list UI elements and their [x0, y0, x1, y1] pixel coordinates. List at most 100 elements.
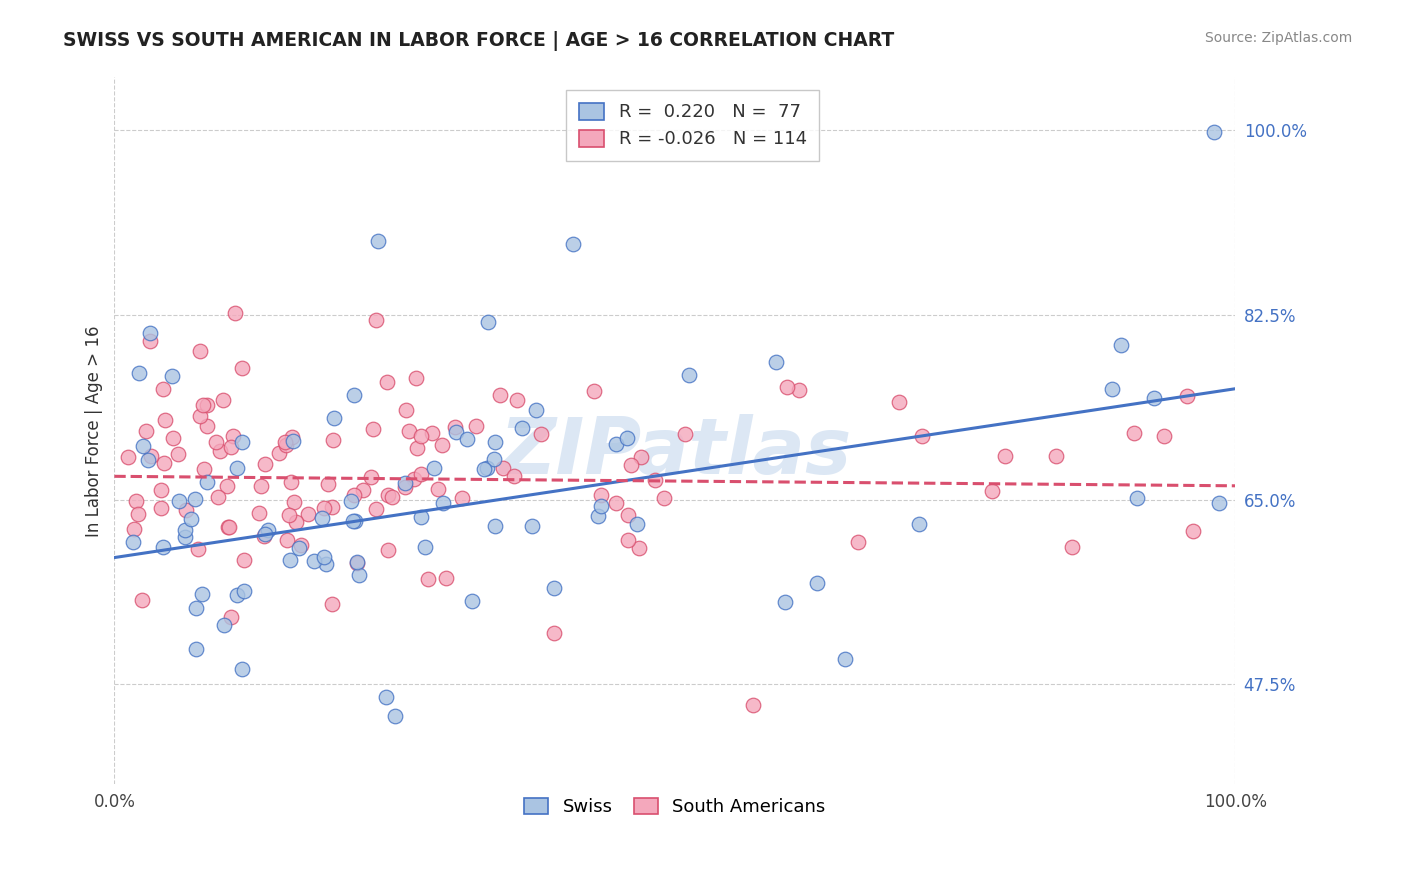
Point [526, 403, 548, 417]
Y-axis label: In Labor Force | Age > 16: In Labor Force | Age > 16 [86, 326, 103, 537]
Point [427, 482, 450, 496]
Point [253, 458, 276, 472]
Point [678, 368, 700, 382]
Point [503, 468, 526, 483]
Point [394, 480, 416, 494]
Point [1109, 337, 1132, 351]
Point [167, 447, 190, 461]
Point [787, 384, 810, 398]
Point [297, 507, 319, 521]
Point [605, 436, 627, 450]
Point [444, 419, 467, 434]
Point [366, 502, 388, 516]
Point [520, 519, 543, 533]
Point [742, 698, 765, 713]
Point [617, 508, 640, 522]
Point [907, 517, 929, 532]
Point [1202, 125, 1225, 139]
Point [409, 467, 432, 481]
Point [409, 510, 432, 524]
Point [221, 609, 243, 624]
Point [257, 523, 280, 537]
Point [149, 483, 172, 497]
Point [342, 514, 364, 528]
Point [290, 538, 312, 552]
Point [217, 520, 239, 534]
Point [269, 446, 291, 460]
Point [174, 523, 197, 537]
Point [626, 517, 648, 532]
Point [361, 422, 384, 436]
Point [193, 461, 215, 475]
Point [139, 449, 162, 463]
Point [394, 476, 416, 491]
Text: ZIPatlas: ZIPatlas [499, 414, 851, 490]
Point [367, 234, 389, 248]
Point [994, 449, 1017, 463]
Point [231, 662, 253, 676]
Point [583, 384, 606, 399]
Point [343, 388, 366, 402]
Point [1181, 524, 1204, 538]
Point [233, 583, 256, 598]
Point [616, 431, 638, 445]
Point [586, 509, 609, 524]
Point [360, 470, 382, 484]
Point [366, 313, 388, 327]
Point [422, 461, 444, 475]
Point [1101, 383, 1123, 397]
Point [506, 393, 529, 408]
Point [174, 530, 197, 544]
Point [193, 398, 215, 412]
Point [492, 460, 515, 475]
Point [135, 424, 157, 438]
Point [122, 535, 145, 549]
Point [432, 496, 454, 510]
Point [375, 375, 398, 389]
Point [510, 421, 533, 435]
Point [167, 494, 190, 508]
Point [398, 424, 420, 438]
Point [395, 402, 418, 417]
Point [152, 540, 174, 554]
Point [617, 533, 640, 547]
Point [477, 315, 499, 329]
Point [280, 430, 302, 444]
Point [465, 419, 488, 434]
Point [472, 462, 495, 476]
Point [254, 527, 277, 541]
Point [153, 413, 176, 427]
Point [132, 439, 155, 453]
Legend: Swiss, South Americans: Swiss, South Americans [516, 789, 834, 825]
Point [776, 380, 799, 394]
Point [218, 520, 240, 534]
Point [188, 344, 211, 359]
Point [131, 593, 153, 607]
Point [484, 519, 506, 533]
Point [846, 535, 869, 549]
Point [195, 475, 218, 490]
Point [482, 452, 505, 467]
Point [174, 503, 197, 517]
Point [321, 500, 343, 514]
Point [1208, 496, 1230, 510]
Point [343, 488, 366, 502]
Point [1126, 491, 1149, 505]
Point [1175, 388, 1198, 402]
Point [190, 587, 212, 601]
Point [247, 506, 270, 520]
Point [136, 453, 159, 467]
Point [219, 440, 242, 454]
Point [652, 491, 675, 505]
Point [673, 426, 696, 441]
Point [187, 541, 209, 556]
Point [343, 515, 366, 529]
Point [380, 490, 402, 504]
Point [375, 690, 398, 704]
Point [1045, 449, 1067, 463]
Point [316, 477, 339, 491]
Point [484, 434, 506, 449]
Text: SWISS VS SOUTH AMERICAN IN LABOR FORCE | AGE > 16 CORRELATION CHART: SWISS VS SOUTH AMERICAN IN LABOR FORCE |… [63, 31, 894, 51]
Point [444, 425, 467, 439]
Point [377, 542, 399, 557]
